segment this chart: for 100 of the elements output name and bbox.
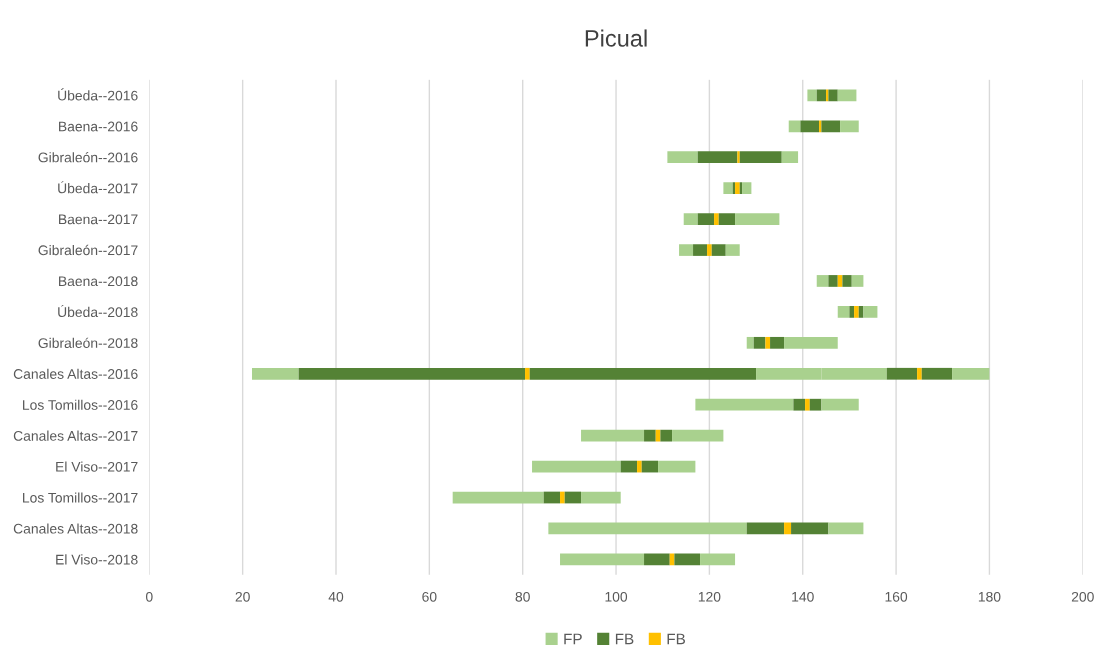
bar (746, 522, 785, 535)
y-tick-label: Gibraleón--2018 (38, 337, 138, 348)
x-tick-label: 40 (328, 591, 344, 602)
bar (679, 244, 694, 256)
bar (828, 522, 864, 535)
bar (718, 213, 736, 225)
legend-label: FP (564, 633, 582, 645)
bar (828, 275, 838, 287)
y-tick-label: Baena--2017 (59, 214, 138, 225)
bar (714, 213, 719, 225)
bar (641, 460, 659, 473)
bar (886, 367, 918, 380)
bar (560, 553, 645, 566)
bar (620, 460, 638, 473)
bar (725, 244, 740, 256)
bar (525, 367, 530, 380)
y-tick-label: Úbeda--2017 (58, 181, 138, 194)
bar (644, 429, 656, 442)
bar (700, 553, 736, 566)
y-tick-label: Úbeda--2018 (58, 304, 138, 318)
bar (298, 367, 526, 380)
bar (842, 275, 852, 287)
bar (658, 460, 696, 473)
bar (921, 367, 953, 380)
bar (849, 306, 855, 318)
y-tick-label: Baena--2018 (59, 276, 138, 287)
bar (800, 120, 820, 133)
bar (452, 491, 544, 504)
y-tick-label: Canales Altas--2017 (13, 430, 138, 441)
y-tick-label: Los Tomillos--2016 (23, 399, 138, 410)
y-tick-label: Canales Altas--2018 (13, 523, 138, 534)
bar (674, 553, 701, 566)
bar (837, 89, 857, 102)
y-tick-label: El Viso--2018 (56, 554, 138, 565)
bar (788, 120, 801, 133)
bar (660, 429, 673, 442)
y-tick-label: Los Tomillos--2017 (23, 492, 138, 503)
bar (917, 367, 922, 380)
bar (693, 244, 708, 256)
y-tick-label: Gibraleón--2016 (38, 152, 138, 163)
bar (735, 213, 780, 225)
bar (952, 367, 990, 380)
bar (816, 89, 827, 102)
x-tick-label: 140 (792, 591, 814, 602)
bar (735, 182, 740, 195)
bar (637, 460, 642, 473)
bar (784, 336, 838, 349)
bar (723, 182, 733, 195)
x-tick-label: 0 (145, 591, 153, 602)
y-tick-label: Canales Altas--2016 (13, 368, 138, 379)
bar (784, 522, 792, 535)
bar (770, 336, 785, 349)
bar (821, 398, 859, 411)
bar (746, 336, 754, 349)
legend-label: FB (615, 633, 634, 645)
bar (697, 151, 738, 164)
bar (828, 89, 838, 102)
bar (251, 367, 299, 380)
bar (529, 367, 757, 380)
bar (532, 460, 621, 473)
bar (805, 398, 810, 411)
y-tick-label: Gibraleón--2017 (38, 244, 138, 256)
bar (742, 182, 752, 195)
y-tick-label: Baena--2016 (59, 121, 138, 132)
x-tick-label: 60 (422, 591, 437, 602)
bar (840, 120, 859, 133)
y-tick-label: Úbeda--2016 (58, 88, 138, 101)
bar (753, 336, 766, 349)
bar (854, 306, 859, 318)
bar (548, 522, 747, 535)
bar (809, 398, 822, 411)
x-tick-label: 120 (698, 591, 721, 602)
bar (737, 151, 740, 164)
x-tick-label: 200 (1071, 591, 1094, 602)
bar (543, 491, 561, 504)
bar (739, 151, 782, 164)
bar (863, 306, 878, 318)
bar (711, 244, 726, 256)
bar (667, 151, 698, 164)
chart-title: Picual (585, 29, 647, 47)
bar (821, 120, 841, 133)
bar (564, 491, 582, 504)
x-tick-label: 160 (885, 591, 908, 602)
x-tick-label: 180 (978, 591, 1001, 602)
bar (581, 491, 621, 504)
x-tick-label: 100 (605, 591, 628, 602)
y-tick-label: El Viso--2017 (56, 461, 138, 472)
bar (837, 306, 850, 318)
bar (672, 429, 724, 442)
bar (707, 244, 712, 256)
bar (644, 553, 670, 566)
bar (781, 151, 799, 164)
bar (816, 275, 829, 287)
bar (697, 213, 715, 225)
bar (793, 398, 806, 411)
legend-label: FB (667, 633, 686, 645)
bar (765, 336, 771, 349)
bar (695, 398, 794, 411)
bar (791, 522, 829, 535)
x-tick-label: 20 (235, 591, 250, 602)
